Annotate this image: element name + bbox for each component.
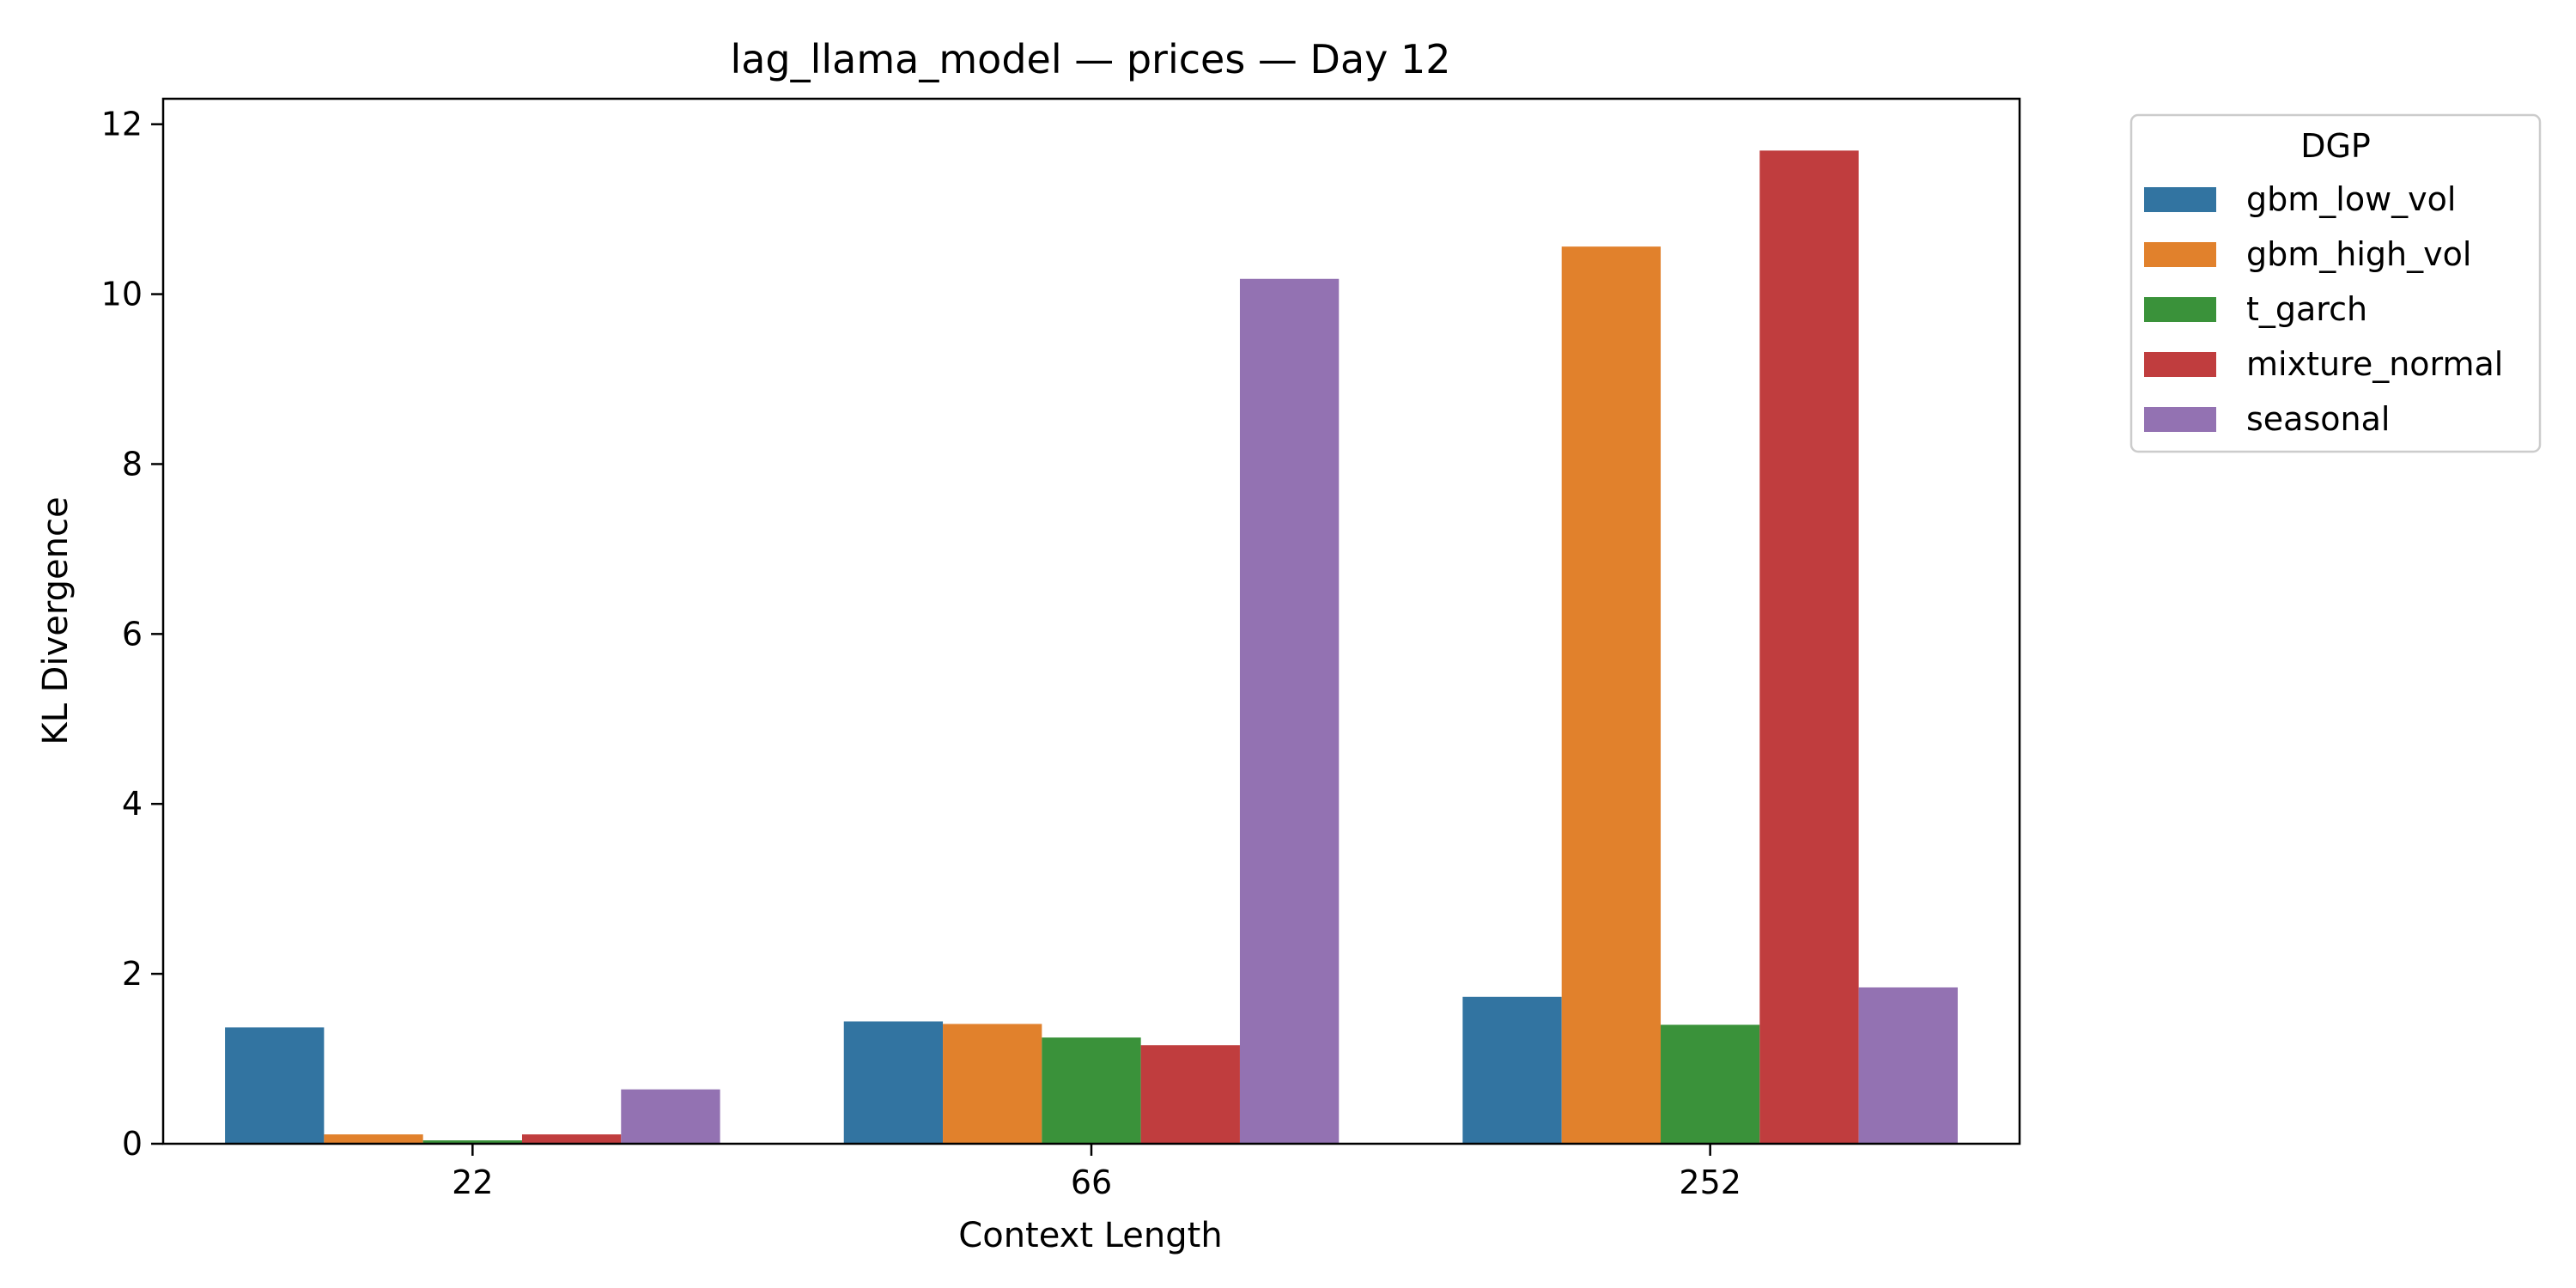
x-tick-label: 66: [1071, 1163, 1112, 1201]
legend-swatch-mixture_normal: [2144, 352, 2216, 377]
legend-label-seasonal: seasonal: [2246, 400, 2390, 438]
legend-label-mixture_normal: mixture_normal: [2246, 345, 2503, 383]
chart-title: lag_llama_model — prices — Day 12: [730, 36, 1450, 82]
legend-title: DGP: [2300, 127, 2371, 165]
bar-t_garch-252: [1661, 1024, 1760, 1144]
bar-seasonal-66: [1239, 278, 1340, 1144]
bar-gbm_low_vol-66: [843, 1021, 944, 1144]
y-axis-ticks: 0 2 4 6 8 10 12: [101, 106, 163, 1163]
bar-seasonal-252: [1858, 987, 1958, 1144]
bar-mixture_normal-22: [521, 1134, 622, 1144]
bar-gbm_high_vol-66: [943, 1024, 1042, 1144]
y-tick-label: 0: [122, 1125, 143, 1163]
bar-mixture_normal-252: [1759, 150, 1859, 1145]
y-tick-label: 4: [122, 785, 143, 823]
y-tick-label: 12: [101, 106, 143, 143]
legend-swatch-gbm_low_vol: [2144, 187, 2216, 212]
bar-gbm_low_vol-252: [1462, 996, 1562, 1144]
legend: DGP gbm_low_vol gbm_high_vol t_garchmixtur…: [2129, 113, 2542, 453]
legend-label-gbm_high_vol: gbm_high_vol: [2246, 235, 2471, 273]
y-axis-label: KL Divergence: [36, 496, 76, 744]
legend-label-t_garch: t_garch: [2246, 290, 2367, 328]
y-tick-label: 8: [122, 445, 143, 483]
x-tick-label: 22: [452, 1163, 493, 1201]
x-axis-ticks: 22 66 252: [452, 1144, 1741, 1201]
legend-label-gbm_low_vol: gbm_low_vol: [2246, 180, 2456, 218]
bar-t_garch-22: [422, 1140, 522, 1144]
y-tick-label: 2: [122, 955, 143, 993]
legend-frame: [2129, 113, 2542, 453]
legend-swatch-gbm_high_vol: [2144, 242, 2216, 267]
y-tick-label: 6: [122, 615, 143, 653]
x-axis-label: Context Length: [958, 1216, 1222, 1255]
bar-gbm_high_vol-22: [324, 1134, 423, 1144]
bar-seasonal-22: [621, 1089, 720, 1144]
bar-mixture_normal-66: [1140, 1045, 1240, 1144]
legend-swatch-t_garch: [2144, 297, 2216, 322]
bars-group: [225, 150, 1958, 1145]
x-tick-label: 252: [1679, 1163, 1741, 1201]
legend-items: gbm_low_vol gbm_high_vol t_garch mixture_no…: [2144, 180, 2503, 438]
legend-swatch-seasonal: [2144, 407, 2216, 432]
bar-t_garch-66: [1042, 1037, 1141, 1144]
bar-gbm_high_vol-252: [1561, 246, 1662, 1144]
bar-gbm_low_vol-22: [225, 1027, 325, 1144]
y-tick-label: 10: [101, 276, 143, 313]
